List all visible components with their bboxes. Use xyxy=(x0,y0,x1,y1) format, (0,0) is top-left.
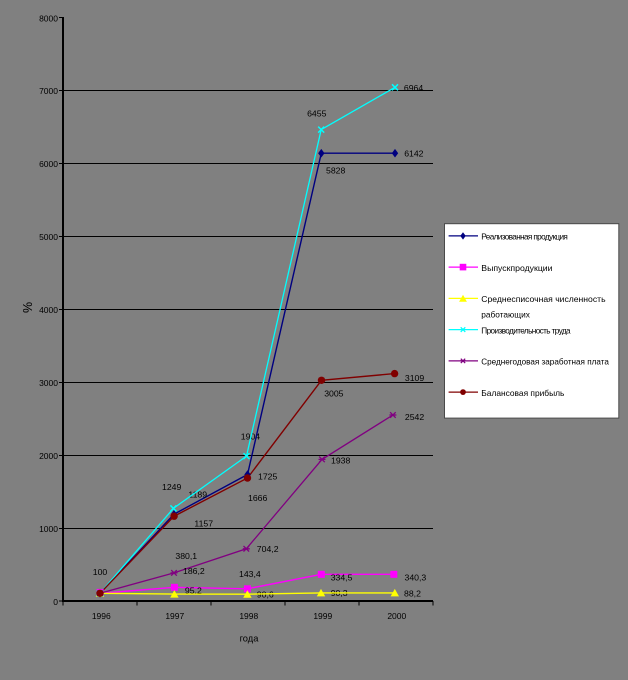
svg-text:Выпускпродукции: Выпускпродукции xyxy=(481,263,552,273)
svg-text:1249: 1249 xyxy=(162,482,181,492)
svg-text:6964: 6964 xyxy=(404,83,423,93)
svg-text:2000: 2000 xyxy=(39,451,58,461)
svg-text:186,2: 186,2 xyxy=(183,566,205,576)
svg-text:0: 0 xyxy=(53,597,58,607)
svg-text:143,4: 143,4 xyxy=(239,569,261,579)
svg-text:работающих: работающих xyxy=(481,310,530,320)
svg-text:4000: 4000 xyxy=(39,305,58,315)
svg-text:%: % xyxy=(21,302,35,313)
svg-text:95,2: 95,2 xyxy=(185,586,202,596)
svg-text:Балансовая прибыль: Балансовая прибыль xyxy=(481,388,565,398)
svg-text:2000: 2000 xyxy=(387,611,406,621)
svg-text:334,5: 334,5 xyxy=(331,573,353,583)
svg-text:88,2: 88,2 xyxy=(404,589,421,599)
svg-text:2542: 2542 xyxy=(405,412,424,422)
svg-text:1998: 1998 xyxy=(239,611,258,621)
svg-text:6000: 6000 xyxy=(39,159,58,169)
svg-text:3109: 3109 xyxy=(405,373,424,383)
svg-text:704,2: 704,2 xyxy=(257,544,279,554)
svg-text:1997: 1997 xyxy=(165,611,184,621)
svg-text:1996: 1996 xyxy=(92,611,111,621)
svg-text:5000: 5000 xyxy=(39,232,58,242)
svg-text:5828: 5828 xyxy=(326,166,345,176)
svg-text:Производительность труда: Производительность труда xyxy=(481,326,571,335)
svg-text:года: года xyxy=(240,634,260,644)
svg-text:1189: 1189 xyxy=(188,490,207,500)
svg-text:1000: 1000 xyxy=(39,524,58,534)
svg-text:Среднегодовая заработная плата: Среднегодовая заработная плата xyxy=(481,358,609,367)
svg-text:380,1: 380,1 xyxy=(175,551,197,561)
svg-text:7000: 7000 xyxy=(39,86,58,96)
svg-text:6455: 6455 xyxy=(307,109,326,119)
svg-text:1666: 1666 xyxy=(248,493,267,503)
svg-text:Реализованная продукция: Реализованная продукция xyxy=(481,233,567,242)
svg-text:1157: 1157 xyxy=(194,519,213,529)
svg-text:1725: 1725 xyxy=(258,472,277,482)
svg-text:Среднесписочная численность: Среднесписочная численность xyxy=(481,294,606,304)
svg-text:8000: 8000 xyxy=(39,14,58,24)
svg-text:6142: 6142 xyxy=(404,149,423,159)
svg-text:340,3: 340,3 xyxy=(405,573,427,583)
svg-text:3000: 3000 xyxy=(39,378,58,388)
svg-text:1999: 1999 xyxy=(313,611,332,621)
svg-text:100: 100 xyxy=(93,567,108,577)
svg-text:3005: 3005 xyxy=(324,388,343,398)
svg-text:1938: 1938 xyxy=(331,456,350,466)
